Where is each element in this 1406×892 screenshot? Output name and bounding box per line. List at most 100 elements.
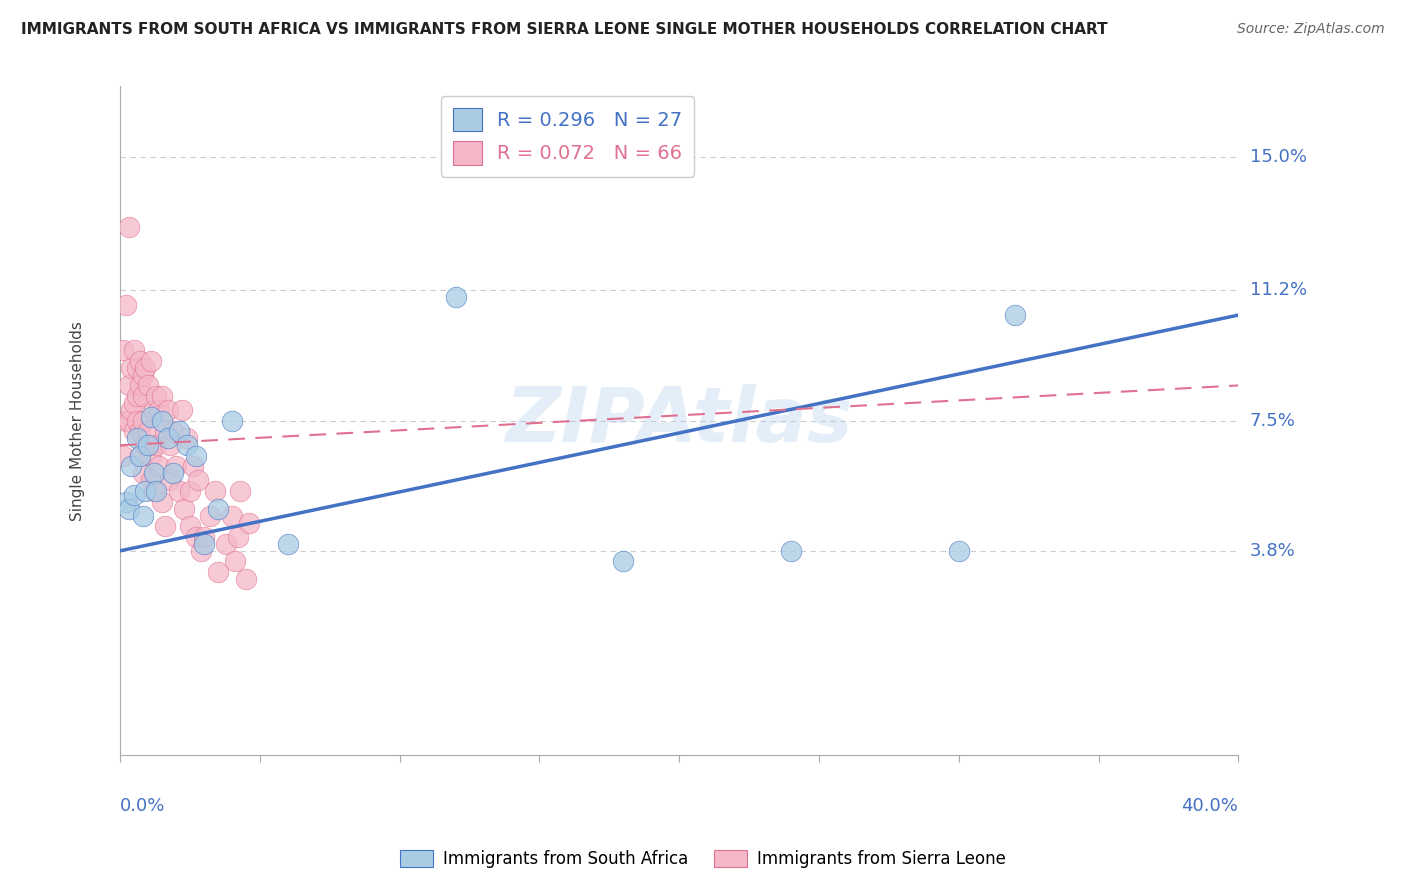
Point [139,449,162,463]
Point [134,483,156,498]
Point [215,537,238,551]
Point [193,537,215,551]
Point [176,438,198,452]
Text: 7.5%: 7.5% [1250,411,1295,430]
Point [221,508,243,523]
Point [134,438,156,452]
Point [117,501,139,516]
Point [156,431,179,445]
Point [221,414,243,428]
Point [122,424,145,438]
Point [145,438,167,452]
Point [142,467,165,481]
Point [117,220,139,235]
Text: 11.2%: 11.2% [1250,282,1306,300]
Point [145,389,167,403]
Point [125,389,148,403]
Point [226,530,249,544]
Text: 3.8%: 3.8% [1250,541,1295,560]
Point [114,494,136,508]
Point [187,474,209,488]
Point [190,544,212,558]
Point [114,414,136,428]
Text: 15.0%: 15.0% [1250,148,1306,166]
Point [131,368,153,382]
Text: Source: ZipAtlas.com: Source: ZipAtlas.com [1237,22,1385,37]
Text: 40.0%: 40.0% [1181,797,1239,814]
Point [150,414,173,428]
Legend: R = 0.296   N = 27, R = 0.072   N = 66: R = 0.296 N = 27, R = 0.072 N = 66 [441,96,695,177]
Point [229,483,252,498]
Text: 0.0%: 0.0% [120,797,166,814]
Point [131,508,153,523]
Point [120,459,142,474]
Point [128,449,150,463]
Point [122,396,145,410]
Point [136,378,159,392]
Point [224,554,246,568]
Point [142,483,165,498]
Point [150,389,173,403]
Point [159,474,181,488]
Point [131,467,153,481]
Point [153,519,176,533]
Point [162,424,184,438]
Point [238,516,260,530]
Point [277,537,299,551]
Point [198,508,221,523]
Point [125,360,148,375]
Point [181,459,204,474]
Point [156,403,179,417]
Point [179,519,201,533]
Point [193,530,215,544]
Point [204,483,226,498]
Text: ZIPAtlas: ZIPAtlas [506,384,853,458]
Point [173,501,195,516]
Point [153,424,176,438]
Point [114,297,136,311]
Point [134,360,156,375]
Point [165,459,187,474]
Point [122,487,145,501]
Point [139,410,162,425]
Point [159,438,181,452]
Point [162,467,184,481]
Point [184,449,207,463]
Point [444,290,467,304]
Point [111,343,134,358]
Point [148,459,170,474]
Point [139,474,162,488]
Point [170,403,193,417]
Point [117,378,139,392]
Point [125,414,148,428]
Point [167,483,190,498]
Point [948,544,970,558]
Legend: Immigrants from South Africa, Immigrants from Sierra Leone: Immigrants from South Africa, Immigrants… [394,843,1012,875]
Point [612,554,634,568]
Point [117,414,139,428]
Point [1004,308,1026,322]
Point [184,530,207,544]
Point [136,438,159,452]
Point [176,431,198,445]
Point [179,483,201,498]
Point [128,424,150,438]
Point [120,403,142,417]
Point [136,424,159,438]
Point [131,389,153,403]
Point [150,494,173,508]
Text: IMMIGRANTS FROM SOUTH AFRICA VS IMMIGRANTS FROM SIERRA LEONE SINGLE MOTHER HOUSE: IMMIGRANTS FROM SOUTH AFRICA VS IMMIGRAN… [21,22,1108,37]
Point [120,360,142,375]
Point [128,449,150,463]
Point [128,353,150,368]
Point [142,403,165,417]
Point [235,572,257,586]
Point [167,424,190,438]
Point [125,431,148,445]
Point [207,565,229,579]
Point [148,403,170,417]
Point [207,501,229,516]
Point [111,449,134,463]
Point [131,414,153,428]
Text: Single Mother Households: Single Mother Households [70,321,86,521]
